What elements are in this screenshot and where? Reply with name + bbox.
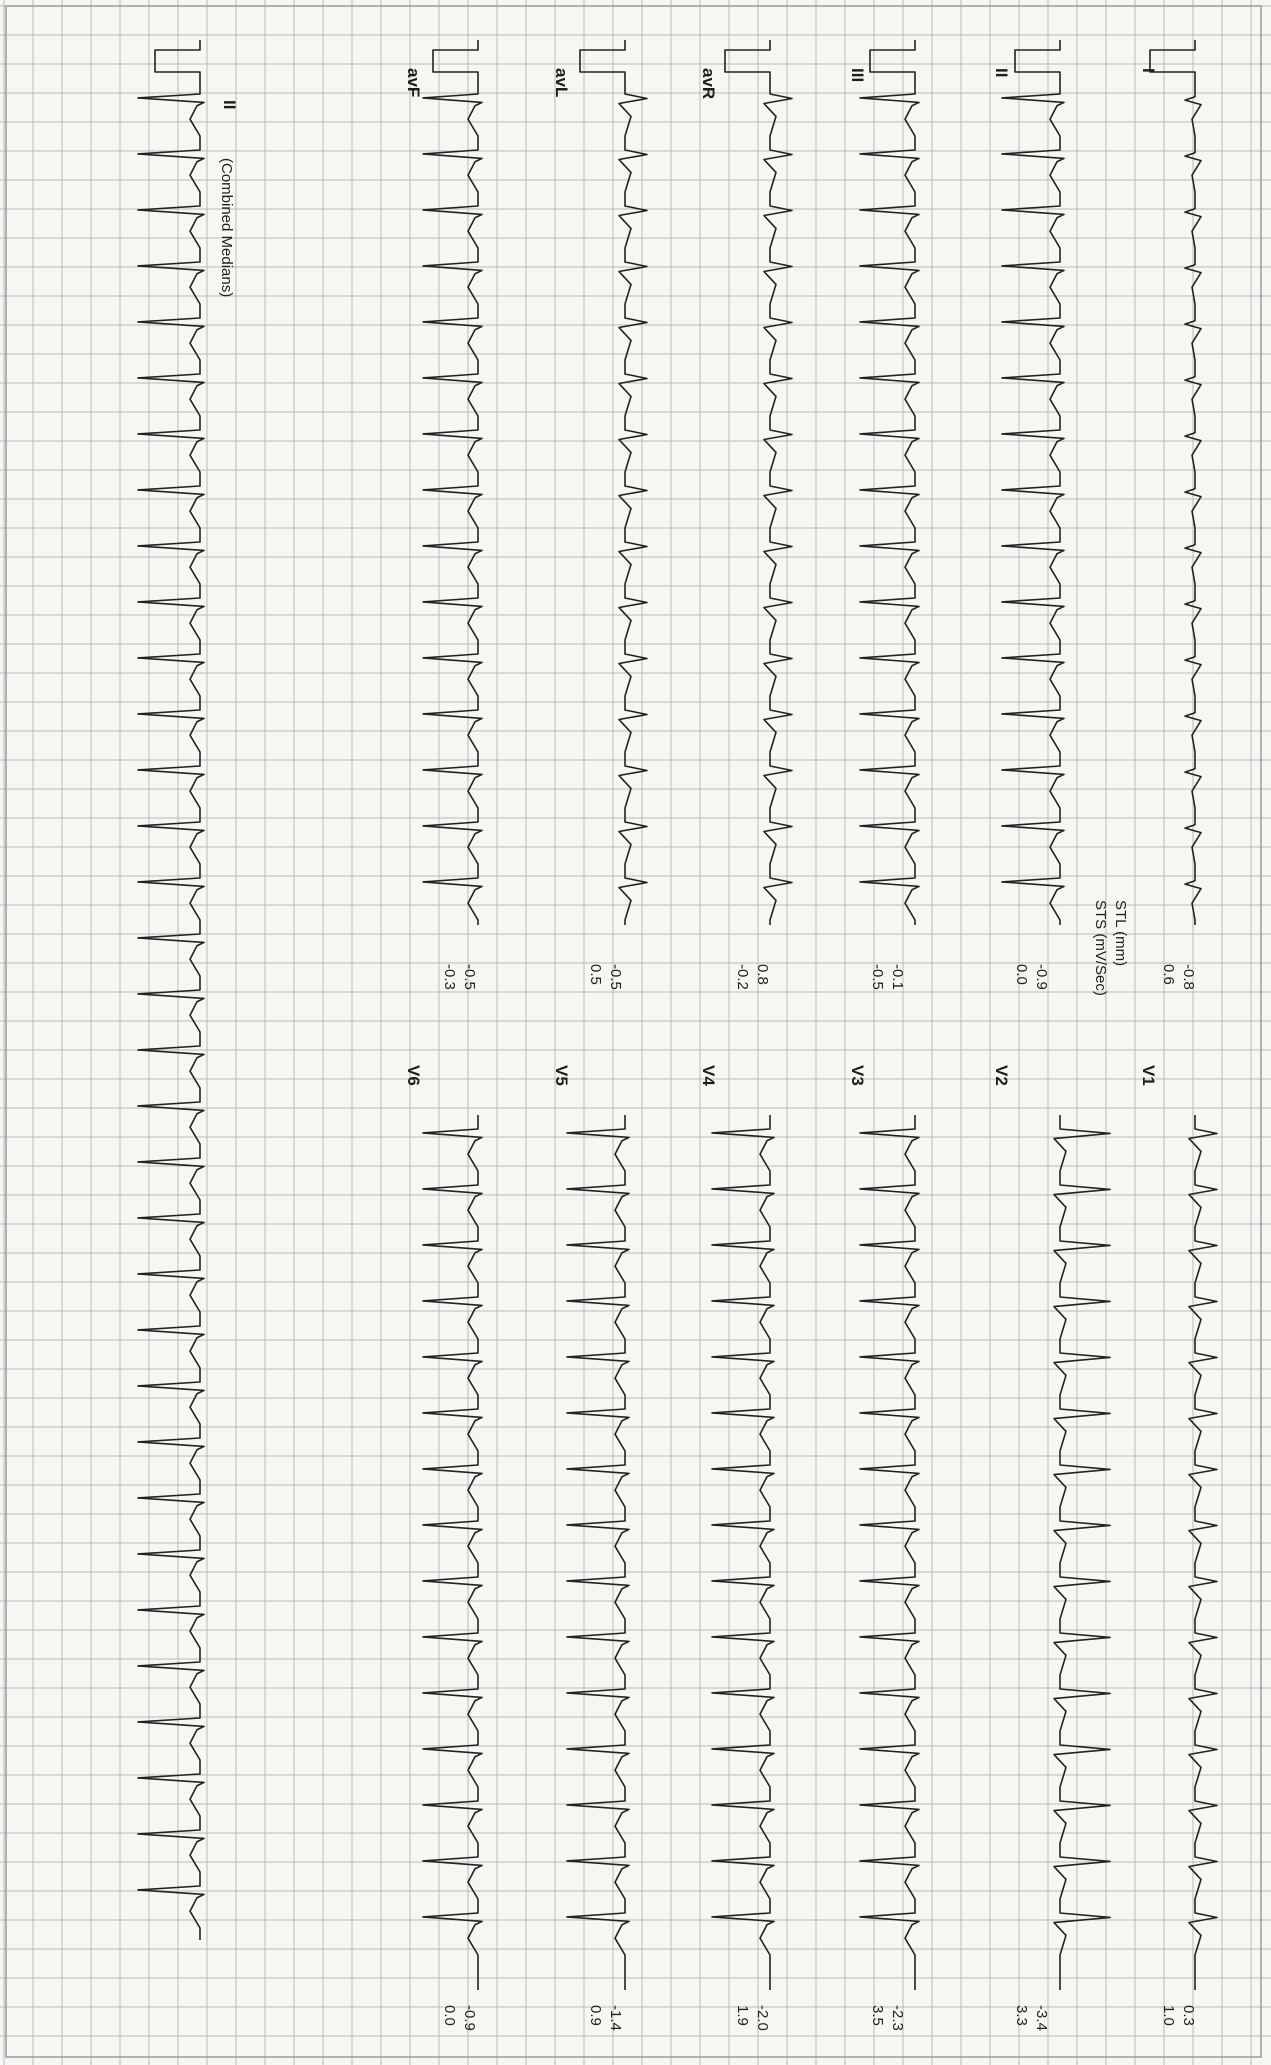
trace-lead-V1 <box>1188 1115 1218 1990</box>
stl-value-avL: -0.5 <box>607 964 624 990</box>
trace-lead-V2 <box>1053 1115 1111 1990</box>
lead-label-V2: V2 <box>992 1065 1011 1086</box>
lead-label-II: II <box>992 68 1011 77</box>
rhythm-lead-label: II <box>220 100 239 109</box>
trace-lead-III <box>859 40 920 925</box>
stl-value-III: -0.1 <box>889 964 906 990</box>
ecg-traces <box>137 40 1218 1990</box>
stl-value-avF: -0.5 <box>461 964 478 990</box>
sts-value-V4: 1.9 <box>734 2005 751 2026</box>
stl-value-V2: -3.4 <box>1033 2005 1050 2031</box>
sts-value-V3: 3.5 <box>869 2005 886 2026</box>
lead-label-V6: V6 <box>404 1065 423 1086</box>
trace-lead-avF <box>422 40 483 925</box>
rhythm-caption: (Combined Medians) <box>218 158 235 297</box>
sts-value-V6: 0.0 <box>441 2005 458 2026</box>
stl-value-V1: 0.3 <box>1180 2005 1197 2026</box>
trace-lead-avR <box>724 40 793 925</box>
lead-label-avF: avF <box>404 68 423 97</box>
lead-label-V5: V5 <box>552 1065 571 1086</box>
trace-lead-V4 <box>711 1115 775 1990</box>
lead-label-V1: V1 <box>1139 1065 1158 1086</box>
lead-label-V4: V4 <box>699 1065 718 1086</box>
stl-value-II: -0.9 <box>1033 964 1050 990</box>
sts-value-avF: -0.3 <box>441 964 458 990</box>
lead-label-I: I <box>1139 68 1158 73</box>
ecg-labels: STL (mm) STS (mV/Sec) II (Combined Media… <box>218 68 1197 2031</box>
sts-header: STS (mV/Sec) <box>1092 900 1109 996</box>
lead-label-III: III <box>848 68 867 82</box>
stl-header: STL (mm) <box>1112 900 1129 966</box>
lead-label-avR: avR <box>699 68 718 99</box>
stl-value-V4: -2.0 <box>754 2005 771 2031</box>
trace-lead-II <box>1001 40 1065 925</box>
trace-lead-avL <box>579 40 648 925</box>
stl-value-V3: -2.3 <box>889 2005 906 2031</box>
sts-value-V5: 0.9 <box>587 2005 604 2026</box>
sts-value-I: 0.6 <box>1160 964 1177 985</box>
trace-lead-I <box>1149 40 1202 925</box>
trace-lead-V3 <box>859 1115 920 1990</box>
lead-label-V3: V3 <box>848 1065 867 1086</box>
stl-value-V5: -1.4 <box>607 2005 624 2031</box>
sts-value-avR: -0.2 <box>734 964 751 990</box>
sts-value-V1: 1.0 <box>1160 2005 1177 2026</box>
sts-value-avL: 0.5 <box>587 964 604 985</box>
trace-lead-V5 <box>566 1115 630 1990</box>
stl-value-V6: -0.9 <box>461 2005 478 2031</box>
sts-value-II: 0.0 <box>1013 964 1030 985</box>
stl-value-I: -0.8 <box>1180 964 1197 990</box>
stl-value-avR: 0.8 <box>754 964 771 985</box>
lead-label-avL: avL <box>552 68 571 97</box>
sts-value-III: -0.5 <box>869 964 886 990</box>
trace-rhythm-strip <box>137 40 205 1940</box>
paper-frame <box>5 5 1262 2058</box>
sts-value-V2: 3.3 <box>1013 2005 1030 2026</box>
trace-lead-V6 <box>422 1115 483 1990</box>
